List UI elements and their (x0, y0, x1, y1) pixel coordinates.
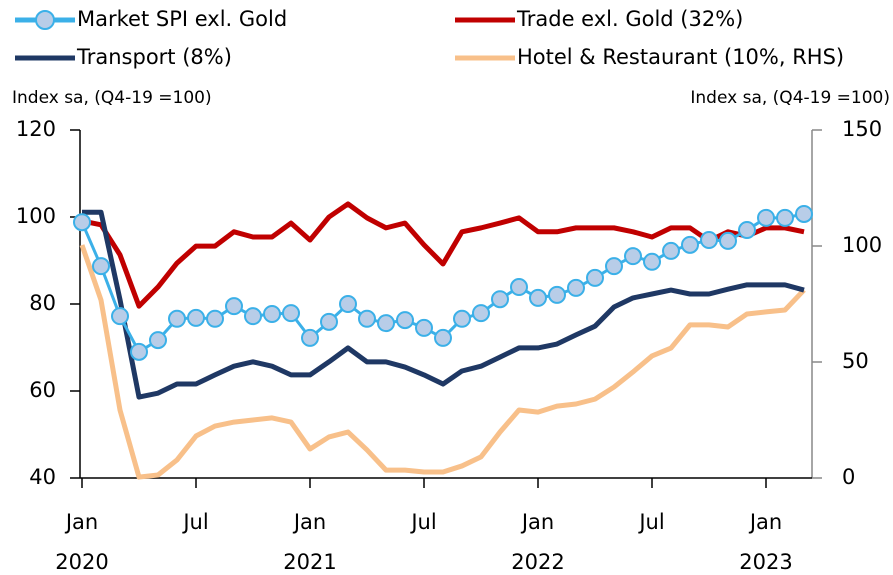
series-marker (738, 221, 756, 240)
y-tick-label: 60 (29, 378, 56, 402)
series-marker (92, 257, 110, 276)
y-axis-label: Index sa, (Q4-19 =100) (12, 88, 212, 108)
x-tick-label: Jan (520, 510, 554, 534)
series-marker (168, 309, 186, 328)
series-marker (244, 307, 262, 326)
legend-label: Transport (8%) (76, 45, 232, 69)
series-marker (491, 290, 509, 309)
x-year-label: 2022 (511, 550, 564, 574)
series-marker (187, 308, 205, 327)
x-tick-label: Jan (292, 510, 326, 534)
x-tick-label: Jul (181, 510, 208, 534)
series-marker (795, 204, 813, 223)
series-marker (624, 247, 642, 266)
series-marker (453, 309, 471, 328)
series-marker (548, 285, 566, 304)
series-marker (358, 309, 376, 328)
x-tick-label: Jan (748, 510, 782, 534)
series-marker (73, 213, 91, 232)
series-marker (643, 252, 661, 271)
y-tick-label: 100 (16, 204, 56, 228)
series-marker (282, 304, 300, 323)
series-marker (263, 305, 281, 324)
series-marker (415, 318, 433, 337)
series-marker (301, 328, 319, 347)
series-marker (320, 312, 338, 331)
y2-tick-label: 50 (842, 349, 869, 373)
series-line (81, 201, 805, 309)
legend-label: Market SPI exl. Gold (77, 7, 287, 31)
y2-axis-label: Index sa, (Q4-19 =100) (690, 88, 890, 108)
series-marker (149, 331, 167, 350)
series-marker (339, 295, 357, 313)
series-marker (111, 307, 129, 326)
x-tick-label: Jan (64, 510, 98, 534)
series-marker (529, 288, 547, 307)
series-marker (396, 311, 414, 330)
series-marker (206, 309, 224, 328)
series-marker (434, 328, 452, 347)
x-year-label: 2021 (283, 550, 336, 574)
y-tick-label: 40 (29, 465, 56, 489)
series-marker (605, 257, 623, 276)
y-tick-label: 120 (16, 117, 56, 141)
series-marker (662, 241, 680, 260)
y2-tick-label: 100 (842, 233, 882, 257)
y-tick-label: 80 (29, 291, 56, 315)
legend-label: Trade exl. Gold (32%) (516, 7, 743, 31)
series-marker (719, 231, 737, 250)
series-marker (776, 208, 794, 227)
series-marker (681, 235, 699, 254)
series-marker (567, 278, 585, 297)
series-marker (377, 314, 395, 333)
series-marker (130, 342, 148, 361)
series-line (82, 209, 805, 400)
x-year-label: 2020 (55, 550, 108, 574)
series-marker (757, 208, 775, 227)
series-line (79, 244, 806, 480)
legend-label: Hotel & Restaurant (10%, RHS) (517, 45, 844, 69)
x-year-label: 2023 (739, 550, 792, 574)
y2-tick-label: 150 (842, 117, 882, 141)
legend-marker (35, 10, 55, 30)
y2-tick-label: 0 (842, 465, 855, 489)
x-tick-label: Jul (637, 510, 664, 534)
series-marker (510, 278, 528, 297)
series-marker (700, 231, 718, 250)
series-marker (586, 268, 604, 287)
series-marker (472, 304, 490, 323)
x-tick-label: Jul (409, 510, 436, 534)
series-marker (225, 297, 243, 316)
